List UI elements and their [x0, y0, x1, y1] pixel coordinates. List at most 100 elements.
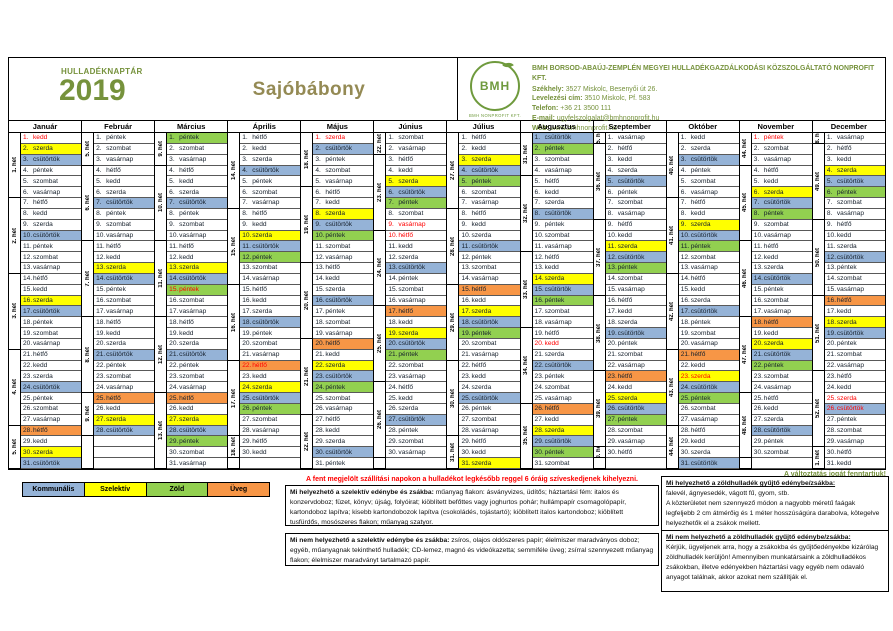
week-number-label: 1. hét — [812, 447, 825, 469]
day-cell: 24. kedd — [824, 382, 885, 394]
day-cell: 6. hétfő — [313, 187, 374, 199]
day-cell: 12. szombat — [21, 252, 82, 264]
day-cell: 31. szerda — [459, 458, 520, 469]
day-cell: 1. kedd — [678, 133, 739, 144]
day-cell: 27. péntek — [605, 414, 666, 426]
selective-yes-box: Mi helyezhető a szelektív edénybe és zsá… — [285, 485, 659, 526]
day-cell: 9. csütörtök — [313, 219, 374, 231]
day-cell: 16. péntek — [532, 295, 593, 307]
week-number-label: 21. hét — [301, 338, 314, 415]
day-cell: 21. kedd — [313, 349, 374, 361]
day-cell: 16. kedd — [240, 295, 301, 307]
day-cell: 26. szombat — [678, 403, 739, 415]
day-cell: 24. kedd — [605, 382, 666, 394]
day-cell: 25. szerda — [605, 393, 666, 404]
day-cell: 4. szombat — [313, 165, 374, 177]
day-cell: 2. péntek — [532, 143, 593, 155]
day-cell: 5. szombat — [21, 176, 82, 188]
day-cell: 21. vasárnap — [240, 349, 301, 361]
company-lines: Székhely: 3527 Miskolc, Besenyői út 26. L… — [532, 85, 881, 134]
day-cell: 20. hétfő — [313, 338, 374, 350]
day-cell: 15. szerda — [313, 284, 374, 296]
company-line: Levelezési cím: 3510 Miskolc, Pf. 583 — [532, 95, 651, 103]
day-cell: 9. vasárnap — [386, 219, 447, 231]
day-cell: 21. csütörtök — [167, 349, 228, 361]
week-number-label: 25. hét — [374, 306, 387, 383]
week-number-label: 11. hét — [155, 241, 168, 318]
day-cell: 17. csütörtök — [21, 306, 82, 318]
green-no-text: Kérjük, ügyeljenek arra, hogy a zsákokba… — [666, 544, 879, 582]
day-cell: 4. péntek — [678, 165, 739, 177]
day-cell: 8. kedd — [21, 208, 82, 220]
week-number-label: 15. hét — [228, 208, 241, 285]
day-cell: 23. szerda — [678, 371, 739, 383]
week-number-label: 40. hét — [593, 447, 606, 459]
day-cell: 27. szerda — [94, 414, 155, 426]
day-cell: 7. csütörtök — [94, 198, 155, 209]
day-cell: 16. szerda — [678, 295, 739, 307]
day-cell: 22. péntek — [94, 360, 155, 372]
day-cell: 21. szombat — [824, 349, 885, 361]
week-number-label: 37. hét — [593, 219, 606, 296]
day-cell: 9. kedd — [240, 219, 301, 231]
day-cell: 30. hétfő — [824, 447, 885, 459]
day-cell: 4. szerda — [824, 165, 885, 177]
day-cell: 23. szombat — [167, 371, 228, 383]
day-cell: 22. vasárnap — [605, 360, 666, 372]
day-cell: 11. kedd — [386, 241, 447, 253]
day-cell: 14. hétfő — [678, 273, 739, 285]
day-cell: 25. hétfő — [94, 393, 155, 404]
day-cell: 23. kedd — [459, 371, 520, 383]
company-logo: BMH BMH NONPROFIT KFT. — [465, 60, 525, 118]
day-cell: 1. szerda — [313, 133, 374, 144]
day-cell: 24. hétfő — [386, 382, 447, 394]
day-cell: 1. csütörtök — [532, 133, 593, 144]
day-cell: 3. szerda — [459, 154, 520, 166]
week-number-label: 48. hét — [739, 393, 752, 459]
day-cell: 4. hétfő — [751, 165, 812, 177]
day-cell: 18. csütörtök — [240, 317, 301, 329]
week-number-label: 45. hét — [739, 165, 752, 242]
day-cell: 24. szombat — [532, 382, 593, 394]
month-header: Május — [301, 121, 374, 133]
day-cell: 28. szerda — [532, 425, 593, 437]
day-cell: 29. szombat — [386, 436, 447, 448]
day-cell: 8. szombat — [386, 208, 447, 220]
day-cell: 9. hétfő — [824, 219, 885, 231]
week-number-label: 8. hét — [82, 317, 95, 394]
day-cell: 24. csütörtök — [678, 382, 739, 394]
day-cell: 19. kedd — [167, 328, 228, 339]
day-cell: 5. csütörtök — [824, 176, 885, 188]
week-number-label: 48. hét — [812, 133, 825, 144]
day-cell: 26. kedd — [751, 403, 812, 415]
day-cell: 10. csütörtök — [21, 230, 82, 242]
calendar-grid: Január 1. hét 2. hét 3. hét 4. hét 5. hét 1. ke… — [9, 121, 885, 469]
day-cell: 25. hétfő — [167, 393, 228, 404]
day-cell: 14. szerda — [532, 273, 593, 285]
day-cell: 19. csütörtök — [605, 328, 666, 339]
day-cell: 2. szombat — [94, 143, 155, 155]
selective-no-text: zsíros, olajos oldószeres papír; élelmis… — [290, 537, 654, 565]
week-number-label: 41. hét — [666, 198, 679, 274]
day-cell: 5. vasárnap — [313, 176, 374, 188]
week-number-label: 46. hét — [739, 241, 752, 318]
month-7: Július 27. hét 28. hét 29. hét 30. hét 31. hé… — [447, 121, 521, 469]
day-cell: 7. hétfő — [21, 198, 82, 209]
day-cell: 5. csütörtök — [605, 176, 666, 188]
day-cell: 4. vasárnap — [532, 165, 593, 177]
day-cell: 21. csütörtök — [751, 349, 812, 361]
document-header: HULLADÉKNAPTÁR 2019 Sajóbábony BMH BMH N… — [9, 58, 885, 132]
change-note: A változtatás jogát fenntartjuk! — [783, 471, 886, 478]
day-cell: 18. szombat — [313, 317, 374, 329]
day-cell: 4. hétfő — [94, 165, 155, 177]
week-number-label: 18. hét — [301, 133, 314, 188]
week-number-label: 16. hét — [228, 284, 241, 361]
selective-yes-text: műanyag flakon: ásványvizes, üdítős; ház… — [290, 489, 627, 527]
day-cell: 17. péntek — [313, 306, 374, 318]
day-cell: 19. csütörtök — [824, 328, 885, 339]
day-cell: 27. hétfő — [313, 414, 374, 426]
week-number-label: 7. hét — [82, 241, 95, 318]
legend-item-s: Szelektív — [84, 483, 147, 496]
legend: Kommunális Szelektív Zöld Üveg — [22, 482, 270, 497]
month-2: Február 5. hét 6. hét 7. hét 8. hét 9. hét 1. p… — [82, 121, 156, 469]
